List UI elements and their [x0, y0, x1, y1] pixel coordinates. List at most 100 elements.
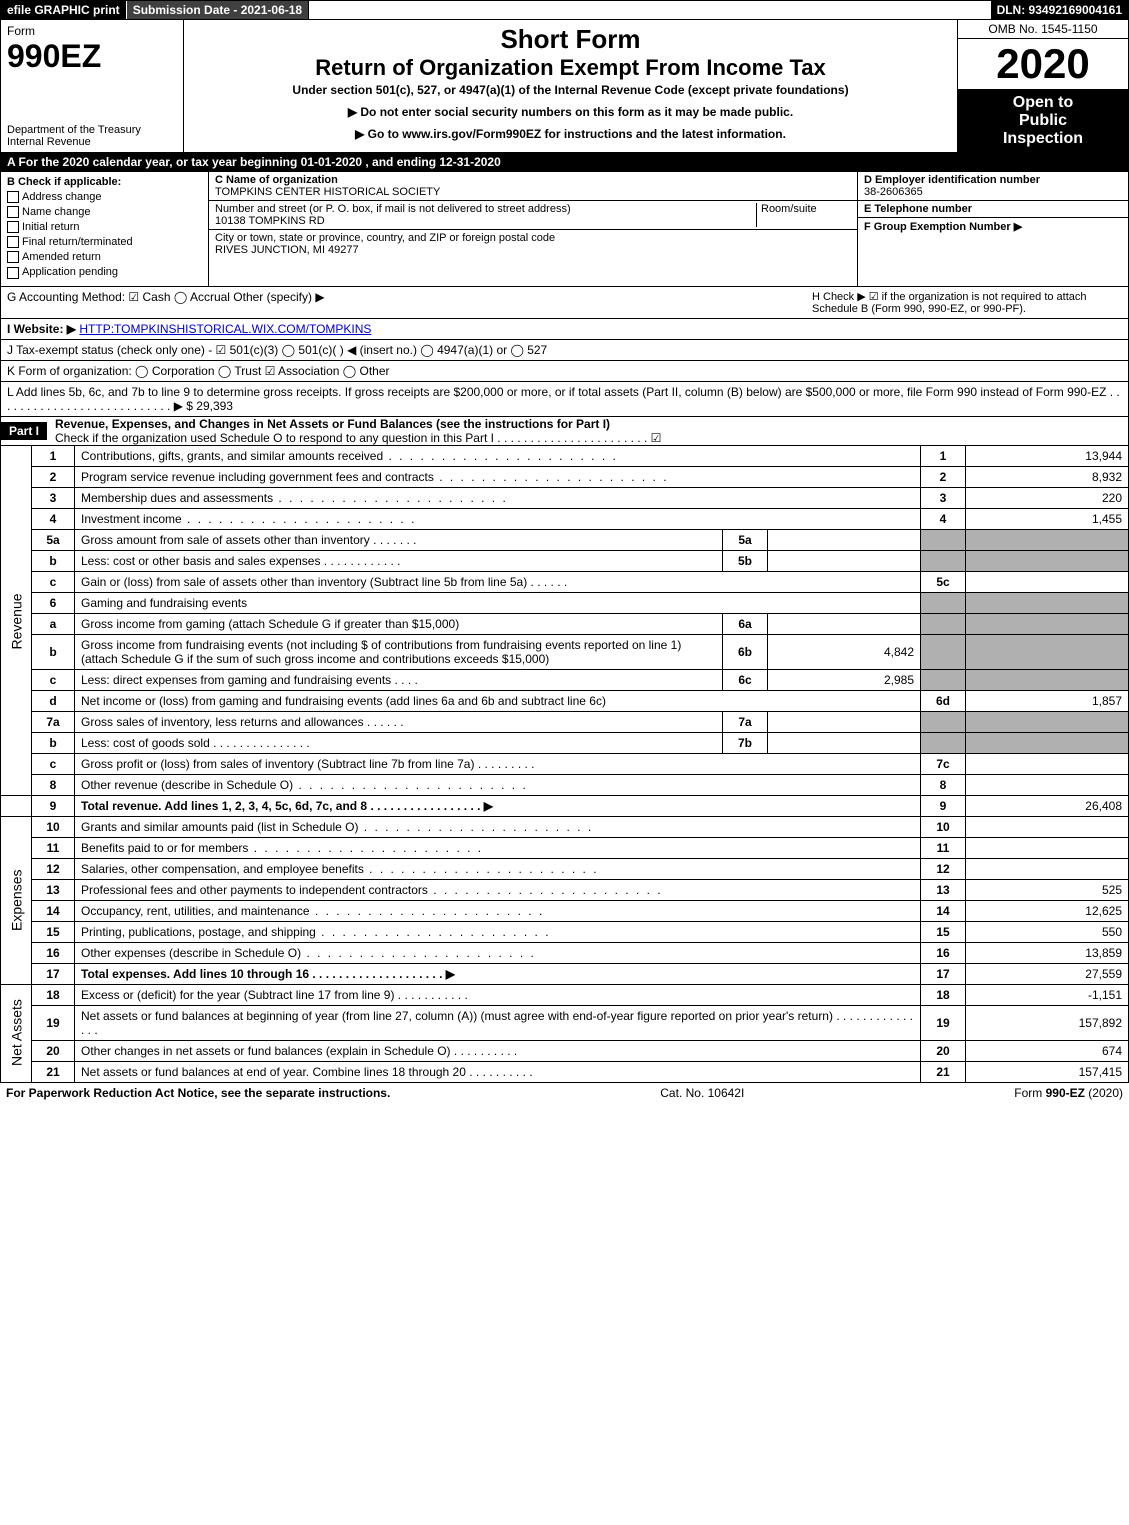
row4-val: 1,455 — [966, 508, 1129, 529]
open-line2: Public — [962, 112, 1124, 130]
row3-desc: Membership dues and assessments — [75, 487, 921, 508]
row5b-sub: 5b — [723, 550, 768, 571]
row6c-greyval — [966, 669, 1129, 690]
row2-num: 2 — [32, 466, 75, 487]
row6c-desc: Less: direct expenses from gaming and fu… — [75, 669, 723, 690]
col-b-checkboxes: B Check if applicable: Address change Na… — [1, 172, 209, 286]
row11-num: 11 — [32, 837, 75, 858]
col-d-ids: D Employer identification number 38-2606… — [857, 172, 1128, 286]
row5b-subval — [768, 550, 921, 571]
row17-num: 17 — [32, 963, 75, 984]
row7a-greyval — [966, 711, 1129, 732]
row6d-val: 1,857 — [966, 690, 1129, 711]
row5c-val — [966, 571, 1129, 592]
group-label: F Group Exemption Number ▶ — [864, 221, 1022, 233]
row12-val — [966, 858, 1129, 879]
row6d-desc: Net income or (loss) from gaming and fun… — [75, 690, 921, 711]
org-name-label: C Name of organization — [215, 174, 338, 186]
dept-irs: Internal Revenue — [7, 136, 177, 148]
website-label: I Website: ▶ — [7, 322, 76, 336]
row14-val: 12,625 — [966, 900, 1129, 921]
row19-box: 19 — [921, 1005, 966, 1040]
submission-date: Submission Date - 2021-06-18 — [127, 1, 309, 19]
row17-val: 27,559 — [966, 963, 1129, 984]
form-header: Form 990EZ Department of the Treasury In… — [0, 20, 1129, 153]
ssn-warning: ▶ Do not enter social security numbers o… — [190, 105, 951, 119]
row5a-desc: Gross amount from sale of assets other t… — [75, 529, 723, 550]
row11-val — [966, 837, 1129, 858]
check-amended-return[interactable]: Amended return — [7, 251, 202, 263]
row13-box: 13 — [921, 879, 966, 900]
row5c-box: 5c — [921, 571, 966, 592]
check-address-change[interactable]: Address change — [7, 191, 202, 203]
row8-desc: Other revenue (describe in Schedule O) — [75, 774, 921, 795]
row12-box: 12 — [921, 858, 966, 879]
check-name-change[interactable]: Name change — [7, 206, 202, 218]
row14-num: 14 — [32, 900, 75, 921]
city-label: City or town, state or province, country… — [215, 232, 555, 244]
row6a-desc: Gross income from gaming (attach Schedul… — [75, 613, 723, 634]
row6-desc: Gaming and fundraising events — [75, 592, 921, 613]
row9-desc: Total revenue. Add lines 1, 2, 3, 4, 5c,… — [75, 795, 921, 816]
row1-val: 13,944 — [966, 446, 1129, 467]
efile-print-label[interactable]: efile GRAPHIC print — [1, 1, 127, 19]
header-center: Short Form Return of Organization Exempt… — [184, 20, 957, 152]
row7a-num: 7a — [32, 711, 75, 732]
row7a-subval — [768, 711, 921, 732]
part1-title: Revenue, Expenses, and Changes in Net As… — [55, 417, 610, 431]
row18-num: 18 — [32, 984, 75, 1005]
col-b-title: B Check if applicable: — [7, 176, 202, 188]
row6a-greyval — [966, 613, 1129, 634]
ein-value: 38-2606365 — [864, 186, 923, 198]
info-block: B Check if applicable: Address change Na… — [0, 172, 1129, 287]
header-right: OMB No. 1545-1150 2020 Open to Public In… — [957, 20, 1128, 152]
row14-box: 14 — [921, 900, 966, 921]
row5a-sub: 5a — [723, 529, 768, 550]
revenue-side-end — [1, 795, 32, 816]
row21-num: 21 — [32, 1061, 75, 1082]
open-line3: Inspection — [962, 130, 1124, 148]
goto-link[interactable]: ▶ Go to www.irs.gov/Form990EZ for instru… — [190, 127, 951, 141]
dept-treasury: Department of the Treasury — [7, 124, 177, 136]
part1-header-row: Part I Revenue, Expenses, and Changes in… — [0, 417, 1129, 446]
website-link[interactable]: HTTP:TOMPKINSHISTORICAL.WIX.COM/TOMPKINS — [79, 322, 371, 336]
addr-value: 10138 TOMPKINS RD — [215, 215, 325, 227]
row12-desc: Salaries, other compensation, and employ… — [75, 858, 921, 879]
row5c-desc: Gain or (loss) from sale of assets other… — [75, 571, 921, 592]
check-application-pending[interactable]: Application pending — [7, 266, 202, 278]
row4-box: 4 — [921, 508, 966, 529]
row6b-sub: 6b — [723, 634, 768, 669]
row7c-num: c — [32, 753, 75, 774]
expenses-side-label: Expenses — [1, 816, 32, 984]
row15-box: 15 — [921, 921, 966, 942]
line-l-gross-receipts: L Add lines 5b, 6c, and 7b to line 9 to … — [0, 382, 1129, 417]
row1-num: 1 — [32, 446, 75, 467]
row15-num: 15 — [32, 921, 75, 942]
row18-box: 18 — [921, 984, 966, 1005]
row7a-greybox — [921, 711, 966, 732]
check-initial-return[interactable]: Initial return — [7, 221, 202, 233]
row7c-val — [966, 753, 1129, 774]
omb-number: OMB No. 1545-1150 — [958, 20, 1128, 39]
netassets-side-label: Net Assets — [1, 984, 32, 1082]
row21-box: 21 — [921, 1061, 966, 1082]
page-footer: For Paperwork Reduction Act Notice, see … — [0, 1083, 1129, 1103]
row9-val: 26,408 — [966, 795, 1129, 816]
row9-num: 9 — [32, 795, 75, 816]
row15-val: 550 — [966, 921, 1129, 942]
row20-box: 20 — [921, 1040, 966, 1061]
row7b-desc: Less: cost of goods sold . . . . . . . .… — [75, 732, 723, 753]
row7c-box: 7c — [921, 753, 966, 774]
top-bar: efile GRAPHIC print Submission Date - 20… — [0, 0, 1129, 20]
row17-box: 17 — [921, 963, 966, 984]
under-section-text: Under section 501(c), 527, or 4947(a)(1)… — [190, 83, 951, 97]
row6a-sub: 6a — [723, 613, 768, 634]
row4-desc: Investment income — [75, 508, 921, 529]
row6d-box: 6d — [921, 690, 966, 711]
short-form-title: Short Form — [190, 24, 951, 55]
row6b-subval: 4,842 — [768, 634, 921, 669]
row6-num: 6 — [32, 592, 75, 613]
check-final-return[interactable]: Final return/terminated — [7, 236, 202, 248]
org-name-value: TOMPKINS CENTER HISTORICAL SOCIETY — [215, 186, 440, 198]
row8-num: 8 — [32, 774, 75, 795]
